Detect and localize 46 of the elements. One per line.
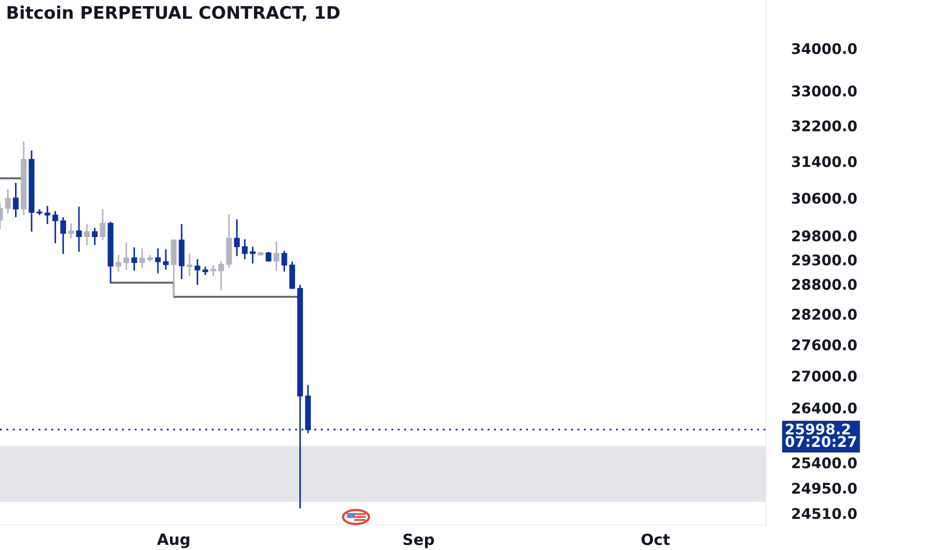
candlestick: [5, 188, 11, 214]
x-tick-label: Aug: [156, 534, 190, 548]
candlestick: [218, 260, 224, 291]
candlestick: [84, 223, 90, 246]
candlestick: [68, 222, 74, 240]
candlestick: [210, 264, 216, 277]
candlestick: [76, 206, 82, 253]
candlestick: [242, 238, 248, 260]
candlestick: [162, 248, 169, 270]
y-tick-label: 24950.0: [792, 482, 857, 494]
y-tick-label: 33000.0: [792, 86, 857, 97]
x-tick-label: Sep: [403, 534, 434, 548]
ref-line-label: 25998.2 07:20:27: [785, 424, 856, 448]
y-tick-label: 29800.0: [792, 230, 857, 242]
candlestick: [250, 246, 256, 264]
candlestick: [139, 248, 146, 269]
candlestick: [116, 254, 122, 272]
candlestick: [194, 258, 200, 286]
candlestick: [274, 240, 280, 272]
y-tick-label: 28200.0: [792, 308, 857, 320]
y-tick-label: 28800.0: [792, 278, 857, 290]
y-tick-label: 31400.0: [792, 156, 857, 168]
candlestick: [52, 210, 58, 244]
candlestick: [289, 260, 296, 290]
candlestick: [44, 205, 50, 225]
candlestick: [60, 216, 66, 255]
candlestick: [155, 248, 161, 274]
candlestick: [100, 208, 106, 241]
y-tick-label: 29300.0: [792, 254, 857, 266]
candlestick: [92, 227, 98, 246]
y-tick-label: 26400.0: [792, 402, 857, 414]
x-tick-label: Oct: [642, 534, 670, 546]
y-tick-label: 34000.0: [792, 43, 857, 54]
candlestick: [281, 250, 288, 272]
y-tick-label: 32200.0: [792, 120, 857, 132]
candlestick: [186, 252, 192, 277]
y-tick-label: 24510.0: [792, 508, 857, 520]
y-tick-label: 30600.0: [792, 192, 857, 204]
candlestick: [123, 242, 130, 271]
candlestick: [131, 246, 138, 272]
y-tick-label: 25400.0: [792, 457, 857, 468]
chart-title: Bitcoin PERPETUAL CONTRACT, 1D: [8, 6, 340, 22]
y-tick-label: 27600.0: [792, 339, 857, 350]
y-tick-label: 27000.0: [792, 370, 857, 382]
candlestick: [234, 218, 240, 257]
candlestick: [12, 182, 19, 218]
